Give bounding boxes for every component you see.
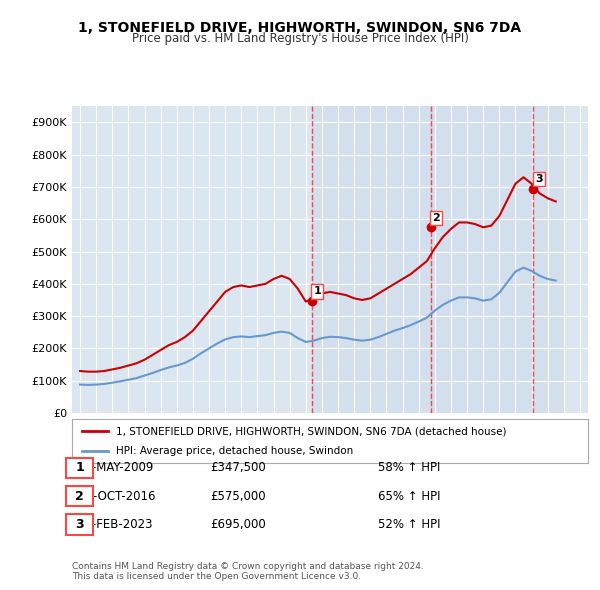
Text: £347,500: £347,500 <box>210 461 266 474</box>
Text: 1: 1 <box>313 286 321 296</box>
Text: 1, STONEFIELD DRIVE, HIGHWORTH, SWINDON, SN6 7DA: 1, STONEFIELD DRIVE, HIGHWORTH, SWINDON,… <box>79 21 521 35</box>
Text: £695,000: £695,000 <box>210 518 266 531</box>
Text: 2: 2 <box>433 213 440 223</box>
Text: HPI: Average price, detached house, Swindon: HPI: Average price, detached house, Swin… <box>116 446 353 455</box>
Bar <box>312 106 431 413</box>
Text: £575,000: £575,000 <box>210 490 266 503</box>
Text: 52% ↑ HPI: 52% ↑ HPI <box>378 518 440 531</box>
Text: 15-MAY-2009: 15-MAY-2009 <box>78 461 154 474</box>
Text: 1, STONEFIELD DRIVE, HIGHWORTH, SWINDON, SN6 7DA (detached house): 1, STONEFIELD DRIVE, HIGHWORTH, SWINDON,… <box>116 427 506 436</box>
Text: 04-OCT-2016: 04-OCT-2016 <box>78 490 155 503</box>
Text: Price paid vs. HM Land Registry's House Price Index (HPI): Price paid vs. HM Land Registry's House … <box>131 32 469 45</box>
Text: 65% ↑ HPI: 65% ↑ HPI <box>378 490 440 503</box>
Text: Contains HM Land Registry data © Crown copyright and database right 2024.
This d: Contains HM Land Registry data © Crown c… <box>72 562 424 581</box>
Text: 3: 3 <box>75 518 84 531</box>
Text: 1: 1 <box>75 461 84 474</box>
Text: 2: 2 <box>75 490 84 503</box>
Bar <box>533 106 564 413</box>
Text: 3: 3 <box>535 174 543 184</box>
Bar <box>431 106 533 413</box>
Text: 58% ↑ HPI: 58% ↑ HPI <box>378 461 440 474</box>
Text: 10-FEB-2023: 10-FEB-2023 <box>78 518 154 531</box>
